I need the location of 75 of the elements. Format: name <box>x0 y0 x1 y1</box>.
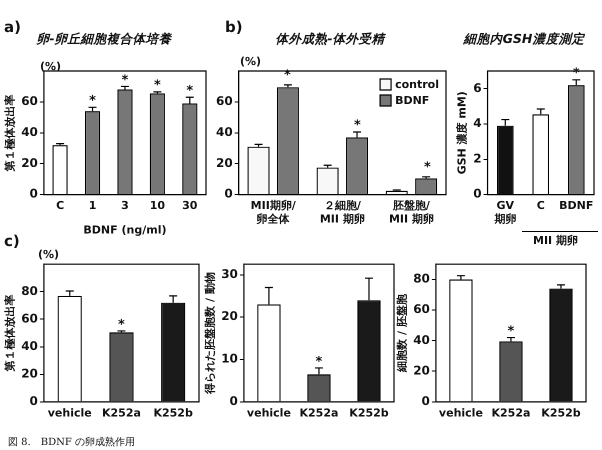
chart-title: 細胞内GSH濃度測定 <box>462 30 586 46</box>
y-axis-title: 第１極体放出率 <box>3 294 16 372</box>
annotation: * <box>154 78 161 94</box>
y-axis-title: 得られた胚盤胞数 / 動物 <box>203 272 216 395</box>
legend-label: BDNF <box>395 94 430 107</box>
x-tick-label: GV 期卵 <box>493 199 516 226</box>
x-tick-label: C <box>56 199 64 212</box>
y-tick-label: 20 <box>21 156 38 170</box>
y-tick-label: 0 <box>422 394 430 408</box>
y-tick-label: 60 <box>21 94 38 108</box>
legend-label: control <box>395 78 439 91</box>
x-tick-label: K252b <box>349 406 389 420</box>
text: c) <box>4 232 20 250</box>
x-tick-label: K252a <box>491 406 530 420</box>
x-tick-label: 30 <box>182 199 198 212</box>
y-tick-label: 40 <box>21 338 38 353</box>
text: a) <box>4 18 21 36</box>
y-tick-label: 2 <box>473 151 482 166</box>
y-tick-label: 20 <box>21 366 38 380</box>
y-axis-title: GSH 濃度 mM) <box>455 91 468 174</box>
x-tick-label: 1 <box>88 199 96 212</box>
y-tick-label: 60 <box>21 311 38 326</box>
y-tick-label: 20 <box>221 309 238 324</box>
x-tick-label: 胚盤胞/ MII 期卵 <box>388 199 434 226</box>
x-tick-label: K252a <box>299 406 338 420</box>
y-tick-label: 0 <box>224 186 233 201</box>
x-tick-label: C <box>536 199 545 212</box>
text: MII 期卵 <box>533 233 578 248</box>
annotation: * <box>118 317 126 332</box>
y-tick-label: 0 <box>473 186 482 201</box>
y-tick-label: 60 <box>413 302 430 316</box>
x-tick-label: vehicle <box>48 406 92 420</box>
y-axis-title: 細胞数 / 胚盤胞 <box>395 293 408 373</box>
y-tick-label: 0 <box>230 394 238 408</box>
x-tick-label: K252b <box>153 406 193 420</box>
annotation: * <box>354 118 361 133</box>
y-tick-label: 80 <box>413 272 430 286</box>
y-tick-label: 4 <box>473 116 482 130</box>
annotation: * <box>284 68 291 83</box>
y-tick-label: 40 <box>413 332 430 347</box>
x-tick-label: K252a <box>102 406 141 420</box>
x-tick-label: K252b <box>541 406 581 420</box>
x-tick-label: 10 <box>150 199 166 212</box>
annotation: * <box>186 84 194 99</box>
x-tick-label: 3 <box>121 199 129 212</box>
y-axis-title: 第１極体放出率 <box>3 94 16 172</box>
text: (%) <box>38 248 60 261</box>
y-tick-label: 20 <box>216 156 233 170</box>
annotation: * <box>89 94 96 109</box>
chart-title: 卵-卵丘細胞複合体培養 <box>35 30 173 46</box>
y-tick-label: 0 <box>30 394 38 408</box>
y-tick-label: 6 <box>473 80 482 95</box>
annotation: (%) <box>40 60 62 73</box>
annotation: * <box>424 160 431 175</box>
y-tick-label: 40 <box>21 124 38 139</box>
annotation: * <box>316 354 323 370</box>
annotation: * <box>508 324 515 339</box>
y-tick-label: 60 <box>216 94 233 108</box>
y-tick-label: 30 <box>221 266 238 281</box>
annotation: * <box>122 72 129 88</box>
text: b) <box>225 18 243 36</box>
y-tick-label: 80 <box>21 284 38 298</box>
y-tick-label: 0 <box>30 186 38 201</box>
caption: 図 8. BDNF の卵成熟作用 <box>8 436 135 449</box>
chart-title: 体外成熟-体外受精 <box>275 30 387 46</box>
x-tick-label: BDNF <box>559 199 594 212</box>
x-tick-label: vehicle <box>438 406 483 420</box>
x-axis-title: BDNF (ng/ml) <box>83 223 166 236</box>
x-tick-label: vehicle <box>246 406 291 420</box>
x-tick-label: ２細胞/ MII 期卵 <box>320 199 365 226</box>
y-tick-label: 20 <box>413 363 430 378</box>
x-tick-label: MII期卵/ 卵全体 <box>250 199 297 226</box>
text: (%) <box>240 55 262 68</box>
y-tick-label: 10 <box>221 352 238 366</box>
y-tick-label: 40 <box>216 124 233 139</box>
